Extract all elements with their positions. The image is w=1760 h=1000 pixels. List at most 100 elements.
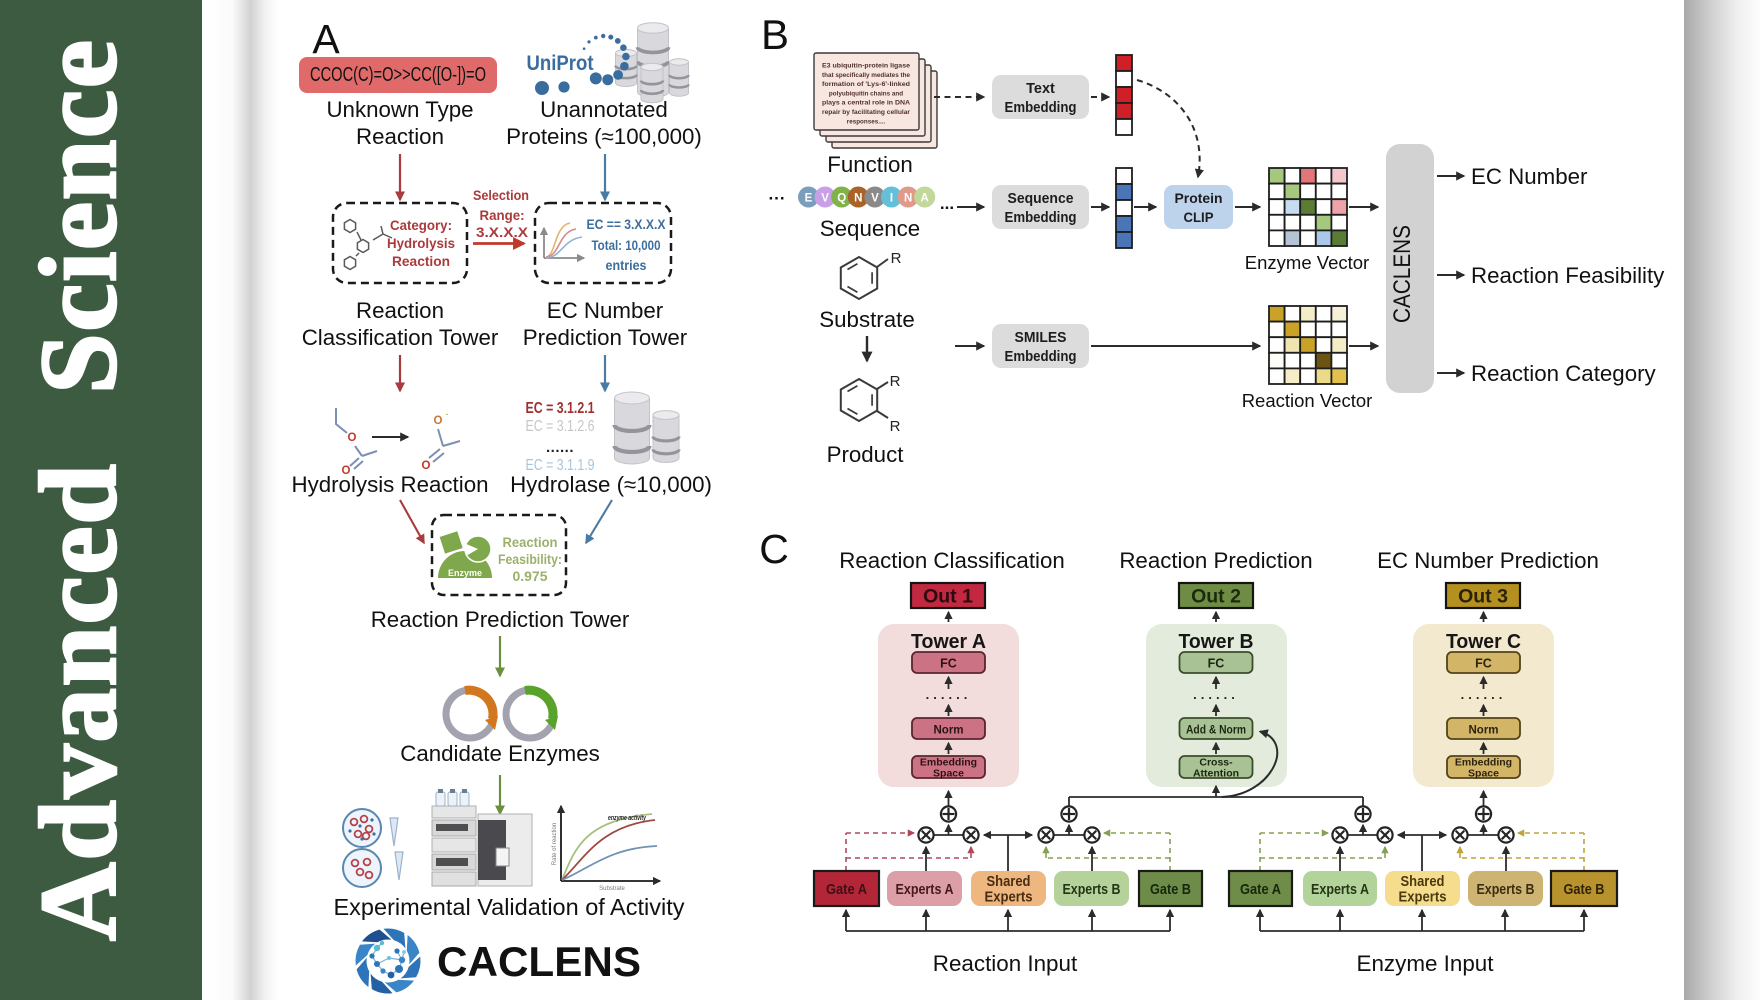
- svg-text:Add & Norm: Add & Norm: [1186, 725, 1246, 737]
- svg-text:A: A: [921, 193, 929, 205]
- svg-text:O: O: [422, 460, 431, 472]
- svg-text:R: R: [890, 373, 901, 390]
- svg-text:EC = 3.1.1.9: EC = 3.1.1.9: [526, 457, 595, 474]
- svg-text:N: N: [854, 193, 862, 205]
- svg-text:that specifically mediates the: that specifically mediates the: [822, 72, 910, 79]
- svg-text:R: R: [890, 418, 901, 435]
- svg-text:Hydrolysis: Hydrolysis: [387, 235, 455, 251]
- svg-text:Embedding: Embedding: [1005, 210, 1077, 226]
- svg-text:Norm: Norm: [933, 725, 963, 737]
- svg-text:EC = 3.1.2.6: EC = 3.1.2.6: [526, 418, 595, 435]
- svg-text:Classification Tower: Classification Tower: [302, 325, 499, 350]
- svg-text:FC: FC: [940, 657, 957, 671]
- svg-text:O: O: [348, 432, 357, 444]
- svg-text:formation of 'Lys-6'-linked: formation of 'Lys-6'-linked: [822, 81, 910, 88]
- svg-text:responses....: responses....: [847, 118, 886, 125]
- svg-text:Reaction Category: Reaction Category: [1471, 361, 1657, 386]
- svg-text:FC: FC: [1475, 657, 1492, 671]
- svg-text:......: ......: [1193, 687, 1239, 702]
- svg-text:Tower C: Tower C: [1446, 631, 1521, 653]
- svg-text:Reaction Input: Reaction Input: [933, 951, 1078, 976]
- svg-text:Candidate Enzymes: Candidate Enzymes: [400, 741, 600, 766]
- svg-text:Enzyme Input: Enzyme Input: [1357, 951, 1495, 976]
- svg-text:Gate B: Gate B: [1564, 881, 1605, 898]
- svg-text:Q: Q: [837, 193, 846, 205]
- svg-text:CLIP: CLIP: [1184, 209, 1214, 225]
- svg-text:Gate B: Gate B: [1150, 881, 1191, 898]
- svg-text:Rate of reaction: Rate of reaction: [552, 823, 558, 865]
- svg-text:Reaction: Reaction: [503, 535, 558, 550]
- svg-text:Proteins (≈100,000): Proteins (≈100,000): [506, 124, 702, 149]
- svg-text:Experimental Validation of Act: Experimental Validation of Activity: [334, 894, 685, 920]
- svg-text:Total: 10,000: Total: 10,000: [592, 237, 661, 253]
- svg-text:Selection: Selection: [473, 187, 529, 203]
- svg-text:···: ···: [769, 189, 786, 208]
- svg-text:EC = 3.1.2.1: EC = 3.1.2.1: [526, 400, 595, 417]
- svg-text:Gate A: Gate A: [1240, 881, 1281, 898]
- svg-text:0.975: 0.975: [513, 569, 548, 584]
- svg-text:Enzyme: Enzyme: [448, 568, 482, 578]
- svg-text:EC == 3.X.X.X: EC == 3.X.X.X: [587, 216, 667, 232]
- svg-text:Category:: Category:: [390, 217, 452, 233]
- svg-text:Out 2: Out 2: [1191, 586, 1241, 608]
- svg-text:O: O: [342, 465, 351, 477]
- svg-text:Out 1: Out 1: [923, 586, 973, 608]
- svg-text:polyubiquitin chains and: polyubiquitin chains and: [829, 90, 903, 97]
- svg-text:Space: Space: [933, 768, 964, 780]
- svg-text:Embedding: Embedding: [920, 757, 977, 769]
- svg-text:Reaction: Reaction: [356, 124, 444, 149]
- svg-text:CACLENS: CACLENS: [1389, 225, 1416, 323]
- svg-text:Tower B: Tower B: [1179, 631, 1254, 653]
- svg-text:Feasibility:: Feasibility:: [498, 552, 562, 567]
- svg-text:Norm: Norm: [1468, 725, 1498, 737]
- svg-text:E: E: [805, 193, 813, 205]
- svg-text:Reaction Prediction: Reaction Prediction: [1119, 548, 1312, 573]
- svg-text:Sequence: Sequence: [1008, 191, 1074, 207]
- svg-text:......: ......: [1461, 687, 1507, 702]
- svg-text:V: V: [871, 193, 879, 205]
- svg-text:E3 ubiquitin-protein ligase: E3 ubiquitin-protein ligase: [822, 63, 911, 70]
- svg-text:Experts A: Experts A: [896, 881, 954, 898]
- svg-text:Substrate: Substrate: [599, 886, 625, 892]
- svg-text:A: A: [312, 16, 340, 62]
- svg-text:plays a central role in DNA: plays a central role in DNA: [822, 100, 910, 107]
- svg-text:B: B: [761, 11, 789, 58]
- svg-text:V: V: [821, 193, 829, 205]
- svg-text:entries: entries: [606, 257, 647, 273]
- svg-text:......: ......: [546, 439, 574, 456]
- svg-text:Hydrolase (≈10,000): Hydrolase (≈10,000): [510, 472, 712, 497]
- svg-text:O: O: [434, 415, 443, 427]
- svg-text:Experts B: Experts B: [1063, 881, 1121, 898]
- svg-text:-: -: [446, 409, 449, 419]
- svg-text:N: N: [904, 193, 912, 205]
- svg-text:Enzyme Vector: Enzyme Vector: [1245, 252, 1369, 273]
- svg-text:Substrate: Substrate: [819, 307, 914, 332]
- svg-text:Experts: Experts: [1399, 890, 1447, 906]
- svg-text:Shared: Shared: [987, 874, 1031, 890]
- svg-text:Reaction: Reaction: [356, 298, 444, 323]
- svg-text:...: ...: [940, 194, 954, 213]
- svg-text:Experts B: Experts B: [1477, 881, 1535, 898]
- svg-text:Out 3: Out 3: [1458, 586, 1508, 608]
- svg-text:Tower A: Tower A: [911, 631, 986, 653]
- svg-text:3.X.X.X: 3.X.X.X: [476, 224, 529, 240]
- svg-text:I: I: [890, 193, 893, 205]
- svg-text:Space: Space: [1468, 768, 1499, 780]
- svg-text:Attention: Attention: [1193, 768, 1239, 780]
- svg-text:Reaction Classification: Reaction Classification: [839, 548, 1065, 573]
- svg-text:Embedding: Embedding: [1005, 100, 1077, 116]
- svg-text:UniProt: UniProt: [527, 52, 594, 75]
- svg-text:EC Number: EC Number: [1471, 164, 1588, 189]
- svg-text:EC Number: EC Number: [547, 298, 664, 323]
- svg-text:Experts A: Experts A: [1311, 881, 1369, 898]
- svg-text:Embedding: Embedding: [1005, 349, 1077, 365]
- svg-text:Product: Product: [827, 442, 905, 467]
- svg-text:Reaction Feasibility: Reaction Feasibility: [1471, 263, 1665, 288]
- svg-text:Reaction: Reaction: [392, 253, 450, 269]
- svg-text:Experts: Experts: [985, 890, 1033, 906]
- svg-text:repair by facilitating cellula: repair by facilitating cellular: [822, 109, 911, 116]
- svg-text:Shared: Shared: [1401, 874, 1445, 890]
- svg-text:Embedding: Embedding: [1455, 757, 1512, 769]
- svg-text:Reaction Prediction Tower: Reaction Prediction Tower: [371, 607, 630, 632]
- svg-text:Range:: Range:: [480, 207, 525, 223]
